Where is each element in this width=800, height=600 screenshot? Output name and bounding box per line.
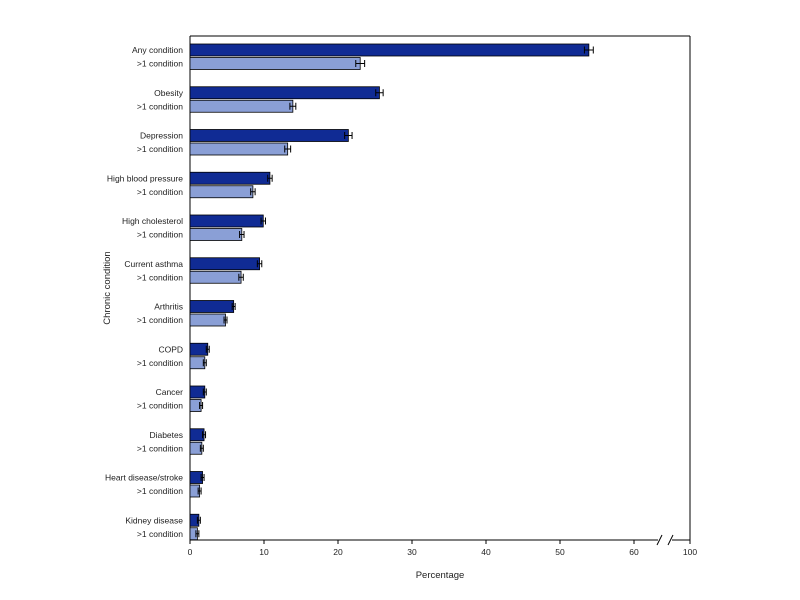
category-label: Current asthma xyxy=(124,259,183,269)
bar-multiple-conditions xyxy=(189,356,206,370)
bar-condition xyxy=(189,428,205,442)
x-tick-label: 20 xyxy=(333,547,343,557)
category-label: >1 condition xyxy=(137,529,183,539)
bar-multiple-conditions xyxy=(189,142,289,156)
bar-condition xyxy=(189,43,590,57)
bar-multiple-conditions xyxy=(189,270,242,284)
x-tick-label: 60 xyxy=(629,547,639,557)
category-label: >1 condition xyxy=(137,187,183,197)
category-label: >1 condition xyxy=(137,486,183,496)
y-axis-title: Chronic condition xyxy=(102,251,113,324)
x-tick-label: 30 xyxy=(407,547,417,557)
x-axis-ticks: 0 10 20 30 40 50 60 100 xyxy=(188,540,697,557)
category-label: COPD xyxy=(158,344,183,354)
bar-condition xyxy=(189,385,206,399)
category-label: Diabetes xyxy=(149,430,183,440)
category-label: Arthritis xyxy=(154,302,183,312)
category-label: >1 condition xyxy=(137,401,183,411)
plot-frame xyxy=(189,35,691,541)
axis-break-slash-right xyxy=(667,534,674,546)
category-label: High blood pressure xyxy=(107,173,183,183)
x-tick-label: 100 xyxy=(683,547,697,557)
category-label: Obesity xyxy=(154,88,184,98)
category-label: >1 condition xyxy=(137,101,183,111)
bar-multiple-conditions xyxy=(189,228,243,241)
category-label: Any condition xyxy=(132,45,183,55)
x-tick-label: 40 xyxy=(481,547,491,557)
category-label: >1 condition xyxy=(137,358,183,368)
bar-condition xyxy=(189,129,349,142)
bar-series xyxy=(189,43,594,541)
bar-condition xyxy=(189,342,209,356)
category-label: Heart disease/stroke xyxy=(105,473,183,483)
category-label: Kidney disease xyxy=(125,515,183,525)
bar-condition xyxy=(189,171,271,185)
x-tick-label: 50 xyxy=(555,547,565,557)
bar-multiple-conditions xyxy=(189,313,226,327)
bar-condition xyxy=(189,300,235,313)
bar-multiple-conditions xyxy=(189,99,294,113)
category-label: >1 condition xyxy=(137,230,183,240)
bar-condition xyxy=(189,214,264,228)
axis-break-mark xyxy=(656,534,674,546)
category-label: >1 condition xyxy=(137,59,183,69)
x-tick-label: 0 xyxy=(188,547,193,557)
category-label: High cholesterol xyxy=(122,216,183,226)
category-label: >1 condition xyxy=(137,315,183,325)
category-label: >1 condition xyxy=(137,144,183,154)
category-label: >1 condition xyxy=(137,443,183,453)
axis-break-slash-left xyxy=(656,534,663,546)
category-labels: Any condition >1 condition Obesity >1 condi… xyxy=(105,45,184,539)
bar-condition xyxy=(189,86,380,100)
category-label: Depression xyxy=(140,131,183,141)
x-axis-title: Percentage xyxy=(416,570,465,581)
bar-condition xyxy=(189,257,260,271)
bar-multiple-conditions xyxy=(189,185,254,199)
x-tick-label: 10 xyxy=(259,547,269,557)
category-label: Cancer xyxy=(156,387,184,397)
category-label: >1 condition xyxy=(137,272,183,282)
bar-multiple-conditions xyxy=(189,57,361,70)
